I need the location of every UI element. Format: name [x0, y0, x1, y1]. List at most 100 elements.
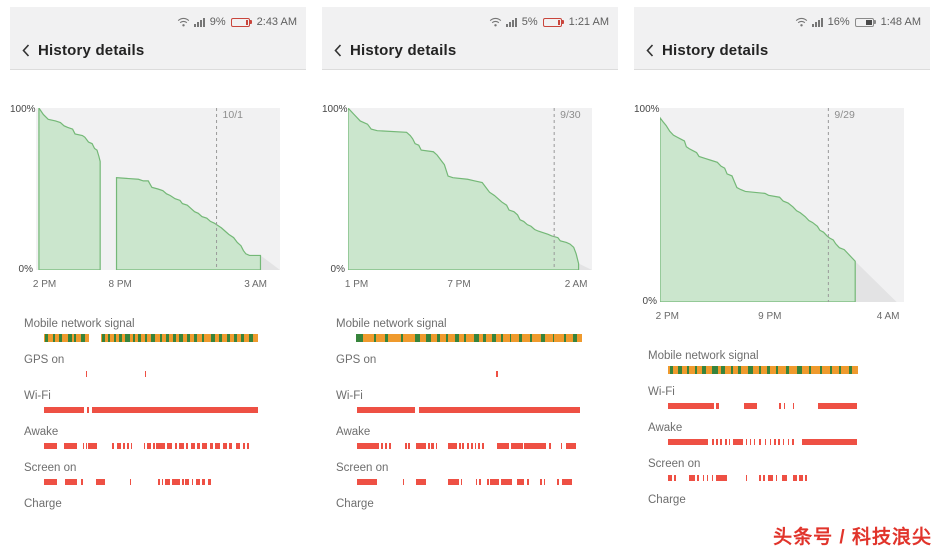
activity-segment [467, 443, 469, 449]
activity-segment [785, 366, 789, 374]
activity-segment [475, 479, 478, 485]
cellular-signal-icon [505, 18, 517, 27]
back-button[interactable]: History details [10, 30, 306, 59]
x-axis-tick: 2 PM [32, 279, 57, 290]
activity-segment [229, 443, 233, 449]
activity-segment [776, 366, 779, 374]
activity-track-charge [44, 514, 258, 522]
activity-track-gps-on [44, 370, 258, 378]
activity-segment [768, 475, 774, 481]
activity-segment [759, 475, 761, 481]
back-chevron-icon[interactable] [646, 44, 654, 57]
activity-segment [471, 443, 473, 449]
activity-segment [45, 334, 49, 342]
activity-track-awake [44, 442, 258, 450]
activity-segment [730, 366, 733, 374]
activity-segment [818, 403, 857, 409]
activity-segment [92, 407, 258, 413]
activity-segment [385, 443, 387, 449]
activity-segment [783, 403, 786, 409]
activity-segment [677, 366, 683, 374]
activity-segment [182, 479, 184, 485]
marker-date-label: 9/30 [560, 109, 581, 121]
activity-segment [557, 479, 559, 485]
activity-segment [125, 334, 130, 342]
activity-segment [781, 475, 787, 481]
activity-segment [226, 334, 231, 342]
activity-segment [356, 334, 582, 342]
activity-segment [86, 407, 89, 413]
activity-segment [478, 443, 480, 449]
status-time: 1:21 AM [568, 16, 609, 28]
activity-segment [197, 443, 201, 449]
activity-segment [129, 479, 132, 485]
activity-track-wi-fi [44, 406, 258, 414]
history-rows: Mobile network signal GPS on Wi-Fi Awake Scr… [10, 318, 306, 522]
activity-segment [172, 479, 180, 485]
activity-segment [356, 334, 363, 342]
chart-plot-area: 9/29 [659, 108, 904, 307]
x-axis-tick: 9 PM [758, 311, 782, 322]
activity-segment [527, 479, 529, 485]
activity-segment [808, 366, 812, 374]
activity-segment [799, 475, 803, 481]
activity-segment [138, 334, 142, 342]
activity-segment [668, 475, 672, 481]
activity-segment [186, 443, 189, 449]
activity-segment [487, 479, 489, 485]
activity-segment [164, 479, 170, 485]
activity-segment [801, 439, 858, 445]
activity-segment [759, 439, 761, 445]
activity-segment [829, 366, 833, 374]
marker-date-label: 10/1 [223, 109, 244, 121]
activity-segment [674, 475, 676, 481]
activity-track-screen-on [44, 478, 258, 486]
activity-track-awake [356, 442, 582, 450]
x-axis-tick: 1 PM [344, 279, 369, 290]
back-chevron-icon[interactable] [22, 44, 30, 57]
x-axis-tick: 4 AM [876, 311, 900, 322]
status-bar: 5% 1:21 AM [322, 7, 618, 30]
battery-history-chart: 100% 0% 9/30 1 PM 7 PM 2 AM [322, 104, 618, 304]
activity-segment [797, 366, 802, 374]
activity-segment [435, 443, 438, 449]
activity-segment [462, 443, 464, 449]
activity-track-wi-fi [668, 402, 858, 410]
activity-segment [96, 479, 105, 485]
row-label-wi-fi: Wi-Fi [336, 390, 363, 402]
activity-track-mobile-network-signal [356, 334, 582, 342]
activity-segment [146, 443, 151, 449]
chart-plot-area: 10/1 [36, 106, 280, 275]
activity-track-wi-fi [356, 406, 582, 414]
activity-segment [543, 479, 546, 485]
history-rows: Mobile network signal Wi-Fi Awake Screen on… [634, 350, 930, 518]
activity-segment [235, 443, 241, 449]
watermark-text: 头条号 / 科技浪尖 [773, 527, 932, 548]
activity-segment [668, 439, 708, 445]
activity-segment [64, 479, 78, 485]
activity-segment [144, 334, 147, 342]
activity-segment [191, 479, 194, 485]
row-label-screen-on: Screen on [336, 462, 389, 474]
activity-segment [190, 443, 196, 449]
activity-segment [193, 334, 197, 342]
activity-segment [185, 479, 190, 485]
back-chevron-icon[interactable] [334, 44, 342, 57]
activity-segment [132, 334, 135, 342]
activity-segment [87, 443, 98, 449]
activity-segment [749, 439, 752, 445]
activity-segment [720, 439, 722, 445]
activity-segment [779, 403, 781, 409]
activity-segment [732, 439, 744, 445]
phone-screenshot-1: 9% 2:43 AM History details 100% 0% 10/1 2 P… [10, 7, 306, 553]
back-button[interactable]: History details [634, 30, 930, 59]
activity-segment [64, 443, 78, 449]
activity-segment [747, 366, 753, 374]
activity-track-charge [356, 514, 582, 522]
back-button[interactable]: History details [322, 30, 618, 59]
activity-segment [380, 443, 384, 449]
activity-segment [81, 334, 85, 342]
activity-segment [668, 403, 714, 409]
battery-percent: 5% [521, 16, 538, 28]
activity-segment [44, 479, 57, 485]
